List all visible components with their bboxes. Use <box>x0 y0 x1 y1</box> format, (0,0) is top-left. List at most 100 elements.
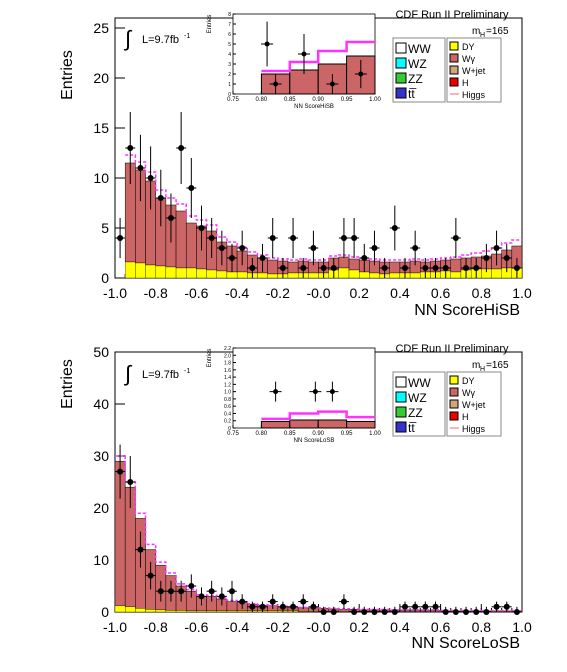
data-point <box>412 603 419 610</box>
stack-bar-dy <box>236 271 248 279</box>
data-point <box>310 245 317 251</box>
y-axis-label: Entries <box>59 50 76 100</box>
stack-bar-dy <box>145 264 156 279</box>
data-point <box>330 609 337 615</box>
y-tick-label: 20 <box>93 70 109 86</box>
legend-label: tt̅ <box>408 87 417 101</box>
data-point <box>117 235 124 241</box>
stack-bar-dy <box>216 610 228 613</box>
inset-x-axis-label: NN ScoreLoSB <box>294 438 335 444</box>
stack-bar-dy <box>338 611 350 613</box>
experiment-label: CDF Run II Preliminary <box>395 343 509 355</box>
data-point <box>218 593 225 600</box>
legend-label: Wγ <box>462 388 475 398</box>
inset-y-tick-label: 2.2 <box>224 346 231 352</box>
legend-label: Wγ <box>462 54 475 64</box>
data-point <box>412 245 419 251</box>
stack-bar-dy <box>409 272 421 279</box>
data-point <box>249 603 256 610</box>
stack-bar-wgamma <box>287 261 299 274</box>
inset-y-axis-label: Entries <box>207 349 213 368</box>
legend-swatch <box>449 53 459 63</box>
inset-y-tick-label: 1.0 <box>224 390 231 396</box>
x-tick-label: -0.4 <box>225 619 249 635</box>
inset-x-tick-label: 1.00 <box>369 431 381 437</box>
data-point <box>249 265 256 271</box>
data-point <box>493 245 500 251</box>
stack-bar-dy <box>338 267 350 279</box>
stack-bar-wgamma <box>338 609 350 612</box>
inset-x-tick-label: 0.80 <box>256 97 268 103</box>
inset-y-tick-label: 1.8 <box>224 361 231 367</box>
mass-label-val: =165 <box>486 360 509 371</box>
inset-data-point <box>312 389 318 395</box>
stack-bar-dy <box>226 271 238 279</box>
data-point <box>188 185 195 191</box>
legend-swatch <box>395 57 407 69</box>
inset-data-point <box>329 81 335 87</box>
data-point <box>127 479 134 485</box>
inset-x-tick-label: 1.00 <box>369 97 381 103</box>
x-tick-label: 0.6 <box>431 619 451 635</box>
legend-label: H <box>462 78 469 88</box>
stack-bar-wgamma <box>226 601 238 612</box>
x-tick-label: 0.2 <box>349 619 369 635</box>
legend-swatch <box>449 387 459 397</box>
data-point <box>188 583 195 589</box>
inset-data-point <box>273 81 279 87</box>
inset-y-tick-label: 1.2 <box>224 382 231 388</box>
inset-x-tick-label: 0.90 <box>312 97 324 103</box>
legend-swatch <box>449 41 459 51</box>
x-tick-label: -0.0 <box>306 619 330 635</box>
stack-bar-dy <box>206 610 217 613</box>
stack-bar-dy <box>135 262 146 279</box>
y-tick-label: 30 <box>93 448 109 464</box>
data-point <box>137 546 144 553</box>
mass-label: m H =165 <box>472 26 509 39</box>
panel-losb: Entries NN ScoreLoSB CDF Run II Prelimin… <box>59 343 532 652</box>
stack-bar-dy <box>125 261 136 279</box>
legend-label: Higgs <box>462 424 486 434</box>
inset-y-tick-label: 0.4 <box>224 411 231 417</box>
inset-y-tick-label: 2 <box>228 72 231 78</box>
data-point <box>279 265 286 271</box>
data-point <box>290 603 297 610</box>
legend-label: WZ <box>408 57 427 71</box>
legend-swatch <box>395 42 407 54</box>
data-point <box>391 609 398 615</box>
data-point <box>310 603 317 610</box>
lumi-sup: -1 <box>184 33 190 40</box>
x-tick-label: -1.0 <box>103 285 127 301</box>
legend-label: WW <box>408 376 431 390</box>
mass-label: m H =165 <box>472 360 509 373</box>
legend-swatch <box>449 411 459 421</box>
stack-bar-dy <box>186 267 197 279</box>
legend-label: DY <box>462 42 475 52</box>
x-tick-label: 0.6 <box>431 285 451 301</box>
data-point <box>371 609 378 615</box>
chart-layer: -1.0 -0.8 -0.6 -0.4 -0.2 -0.0 0.2 0.4 0.6 0.8 1.00… <box>93 344 532 635</box>
legend-swatch <box>395 406 407 418</box>
inset-signal-line <box>261 40 375 73</box>
inset-y-tick-label: 3 <box>228 62 231 68</box>
mass-label-sub: H <box>480 32 485 39</box>
legend-swatch <box>449 375 459 385</box>
stack-bar-dy <box>196 268 207 279</box>
data-point <box>147 572 154 579</box>
data-point <box>290 235 297 241</box>
lumi-label: ∫ L=9.7fb -1 <box>123 26 190 51</box>
x-tick-label: -0.6 <box>184 285 208 301</box>
inset-y-tick-label: 7 <box>228 22 231 28</box>
data-point <box>229 588 236 595</box>
inset-x-tick-label: 0.95 <box>341 97 353 103</box>
data-point <box>432 265 439 271</box>
data-point <box>381 265 388 271</box>
inset-plot: 0.75 0.80 0.85 0.90 0.95 1.00 0 1 2 3 4 5 6 7 8 NN Scor… <box>207 12 381 110</box>
legend-swatch <box>449 399 459 409</box>
inset-data-point <box>301 51 307 57</box>
stack-bar-wgamma <box>389 261 401 274</box>
legend-label: W+jet <box>462 400 486 410</box>
